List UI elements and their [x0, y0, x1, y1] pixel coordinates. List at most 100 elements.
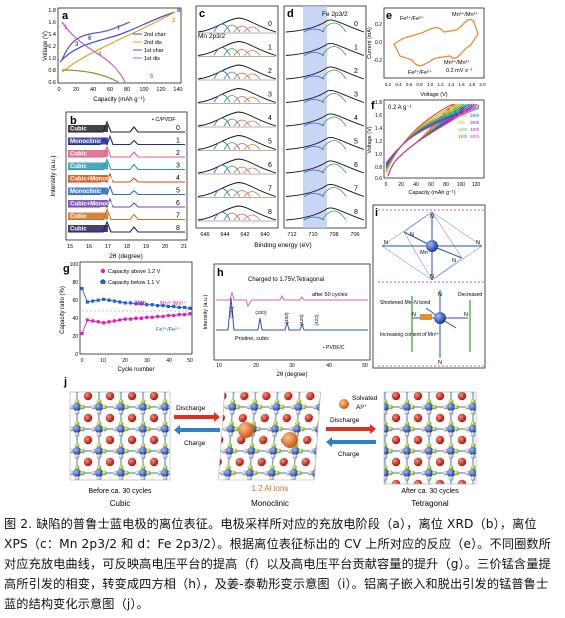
g-point-below: [150, 303, 154, 307]
f-cycle-label: 5th: [458, 120, 465, 126]
g-point-below: [188, 306, 192, 310]
e-xtick: 0.4: [395, 82, 402, 87]
f-xtick: 60: [428, 182, 434, 188]
g-point-above: [85, 318, 90, 322]
c-index: 8: [268, 209, 272, 216]
g-point-below: [118, 300, 122, 304]
g-point-above: [161, 314, 165, 319]
a-ytick: 0.6: [48, 80, 56, 86]
d-fit-peak: [321, 187, 347, 197]
b-index: 8: [176, 225, 180, 232]
b-phase-label: Cubic: [70, 164, 87, 170]
g-point-above: [172, 313, 176, 318]
e-xtick: 0.6: [406, 82, 413, 87]
i-note: Increasing content of Mn³⁺: [380, 332, 439, 338]
panel-g-label: g: [63, 263, 70, 275]
panel-b-label: b: [70, 115, 77, 127]
j-discharge-arrow: [174, 412, 220, 422]
a-point-label: 5: [150, 74, 154, 80]
g-point-above: [80, 331, 84, 336]
d-fit-peak: [303, 193, 325, 197]
b-xtick: 21: [181, 244, 187, 250]
h-trace-pristine: [216, 297, 368, 331]
a-ytick: 1.4: [48, 32, 56, 38]
c-fit-peak: [223, 48, 241, 56]
a-curve-1st-dis: [61, 21, 126, 83]
c-fit-peak: [243, 144, 261, 150]
f-xtick: 80: [443, 182, 449, 188]
g-point-below: [80, 286, 84, 291]
i-atom-label: N: [412, 312, 416, 318]
g-point-below: [139, 302, 143, 306]
d-fit-peak: [321, 93, 347, 103]
d-xps-trace: [285, 66, 365, 80]
a-xtick: 100: [139, 87, 148, 93]
c-title: Mn 2p3/2: [198, 33, 225, 40]
a-legend-item: 1st char: [144, 48, 164, 54]
i-atom-label: N: [438, 292, 442, 298]
c-xtick: 646: [200, 232, 209, 238]
g-point-above: [107, 320, 111, 324]
c-fit-peak: [233, 143, 251, 150]
a-ytick: 1.2: [48, 44, 56, 50]
d-fit-peak: [321, 163, 347, 174]
c-fit-peak: [213, 47, 231, 56]
j-state-label: Before ca. 30 cycles: [88, 488, 152, 495]
panel-i: i N N N N N N Mn: [372, 204, 486, 369]
b-index: 3: [176, 163, 180, 170]
d-index: 1: [354, 45, 358, 52]
g-point-below: [156, 304, 160, 308]
g-xtick: 30: [144, 358, 150, 364]
f-ytick: 0.8: [375, 165, 382, 171]
i-center-label: Mn: [420, 250, 428, 256]
c-fit-peak: [243, 191, 261, 197]
g-point-below: [123, 301, 127, 305]
h-peak: (200): [229, 306, 235, 318]
h-peak: (422): [314, 314, 320, 326]
h-xtick: 40: [326, 363, 332, 369]
f-ytick: 1.8: [375, 100, 382, 106]
g-ytick: 0: [75, 352, 78, 358]
c-fit-peak: [243, 214, 261, 221]
d-xps-trace: [285, 207, 365, 221]
d-fit-peak: [303, 169, 325, 174]
panel-j: j Discharge Charge Solvated Al³⁺ Dischar…: [63, 376, 477, 508]
h-xtick: 20: [253, 363, 259, 369]
g-point-below: [96, 298, 100, 302]
panel-b: b • C/PVDF Intensity (a.u.) 2θ (degree) …: [50, 111, 188, 260]
h-xtick: 30: [289, 363, 295, 369]
d-index: 0: [354, 21, 358, 28]
i-metal-center: [426, 240, 438, 252]
e-xtick: 1.6: [458, 82, 465, 87]
d-fit-peak: [321, 210, 347, 221]
g-annot: 28th: [134, 301, 147, 307]
i-metal-center-distorted: [434, 312, 446, 324]
f-ytick: 1.0: [375, 152, 382, 158]
c-fit-peak: [233, 213, 251, 221]
e-scan-rate: 0.2 mV s⁻¹: [446, 68, 473, 74]
d-fit-peak: [321, 46, 347, 56]
b-ylabel: Intensity (a.u.): [50, 155, 57, 196]
b-phase-label: Cubic+Monoclinic: [70, 202, 122, 208]
d-xps-trace: [285, 183, 365, 197]
h-peak: (220): [255, 310, 267, 316]
h-trace-after: [216, 291, 368, 308]
d-fit-peak: [303, 146, 325, 150]
f-ylabel: Voltage (V): [367, 126, 373, 153]
e-ylabel: Current (mA): [367, 27, 373, 59]
c-fit-peak: [223, 189, 241, 197]
g-xlabel: Cycle number: [117, 367, 154, 373]
panel-a-xlabel: Capacity (mAh g⁻¹): [93, 97, 145, 103]
e-xtick: 1.0: [427, 82, 434, 87]
g-ytick: 60: [72, 298, 78, 304]
e-xtick: 1.4: [448, 82, 455, 87]
c-fit-peak: [243, 73, 261, 80]
f-cycle-label: 40th: [470, 127, 480, 133]
j-charge-arrow: [326, 437, 376, 447]
g-point-above: [134, 316, 138, 321]
f-cycle-label: 20th: [470, 106, 480, 112]
f-cycle-label: 15th: [458, 134, 468, 140]
e-ytick: 0.0: [375, 40, 382, 46]
i-atom-label: N: [452, 258, 456, 264]
